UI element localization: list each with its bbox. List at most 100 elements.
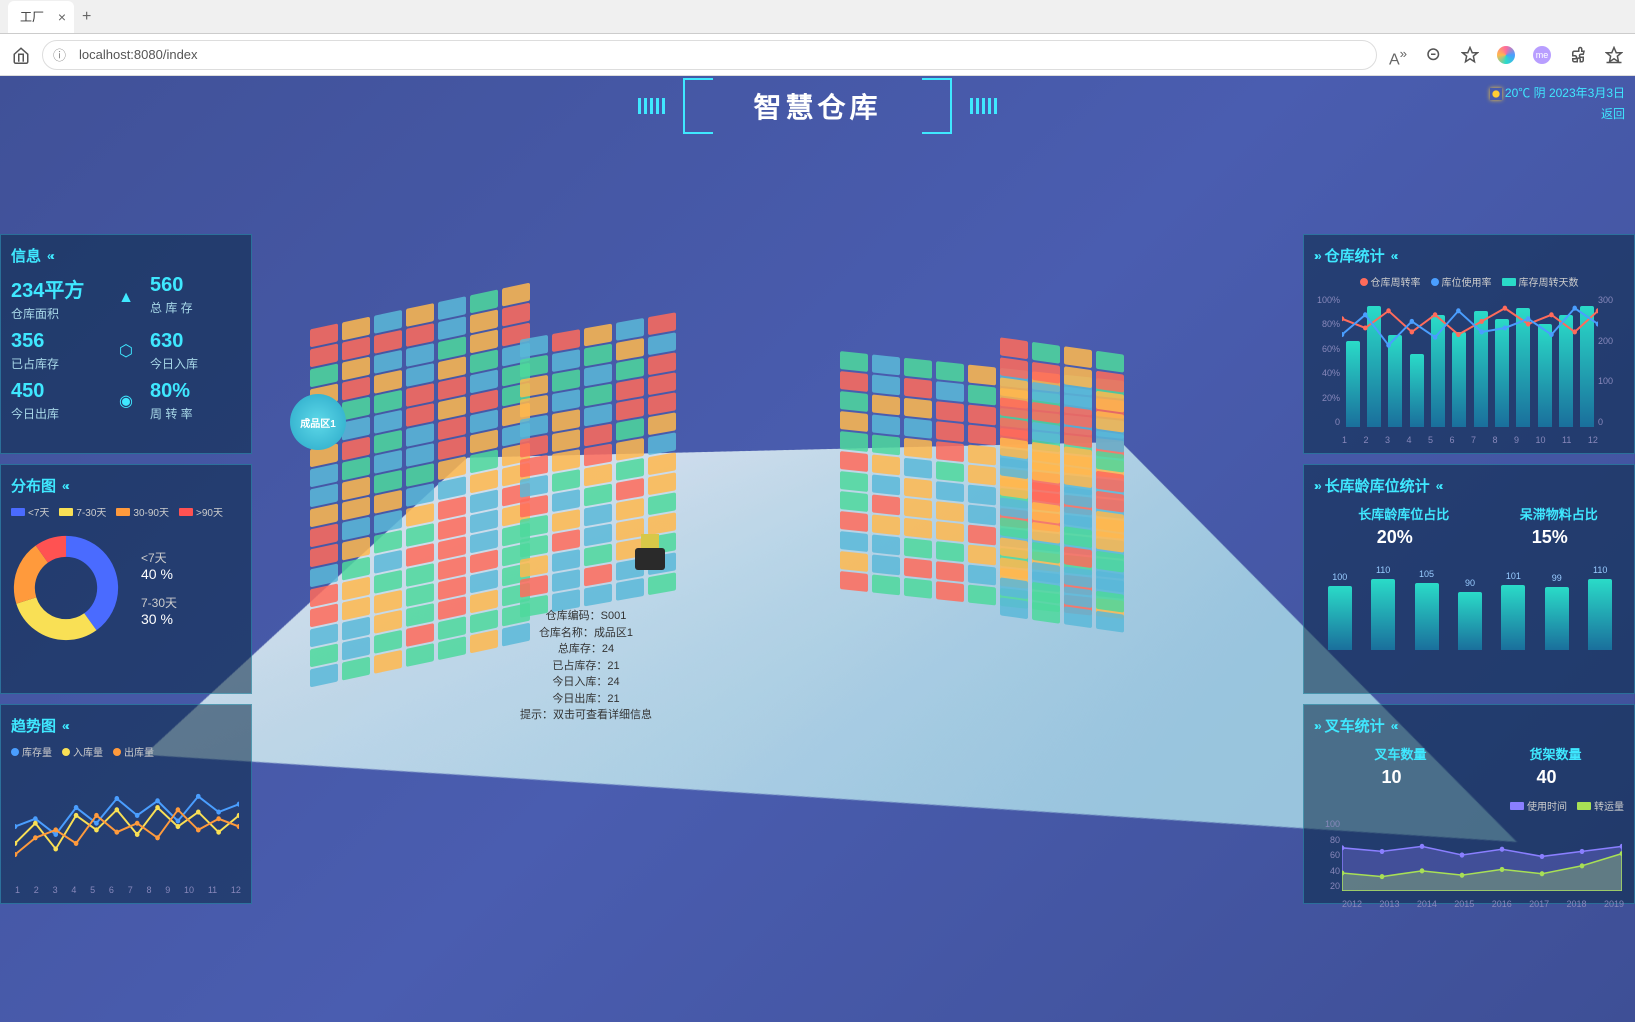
sun-icon	[1490, 88, 1502, 100]
zone-badge[interactable]: 成品区1	[290, 394, 346, 450]
legend-item: 仓库周转率	[1360, 274, 1421, 289]
trend-chart: 123456789101112	[11, 765, 241, 895]
temp: 20℃	[1505, 86, 1530, 100]
chevron-icon: «‹	[47, 249, 52, 263]
browser-tab-bar: 工厂 × +	[0, 0, 1635, 34]
info-icon: ⓘ	[53, 45, 66, 64]
forklift-panel: ›»叉车统计«‹ 叉车数量 10 货架数量 40 使用时间转运量 1008060…	[1303, 704, 1635, 904]
info-panel: 信息 «‹ 234平方仓库面积 ▲ 560总 库 存356已占库存 ⬡ 630今日…	[0, 234, 252, 454]
stat-3: 630今日入库	[150, 330, 241, 372]
back-button[interactable]: 返回	[1490, 105, 1625, 122]
stat-2: 356已占库存	[11, 330, 102, 372]
warehouse-3d-view[interactable]	[260, 226, 1295, 962]
favorites-bar-icon[interactable]	[1605, 46, 1623, 64]
legend-item: 7-30天	[59, 504, 106, 519]
adjust-icon	[1502, 507, 1516, 521]
legend-item: 使用时间	[1510, 798, 1567, 813]
forklift-count: 叉车数量 10	[1356, 744, 1426, 788]
new-tab-button[interactable]: +	[82, 8, 91, 26]
dashboard-header: 智慧仓库 20℃ 阴 2023年3月3日 返回	[0, 76, 1635, 136]
bar: 101	[1501, 585, 1525, 650]
legend-item: 库存量	[11, 744, 52, 759]
close-icon[interactable]: ×	[58, 9, 66, 25]
warehouse-stats-panel: ›»仓库统计«‹ 仓库周转率库位使用率库存周转天数 100%80%60%40%2…	[1303, 234, 1635, 454]
browser-tab[interactable]: 工厂 ×	[8, 1, 74, 33]
warehouse-legend: 仓库周转率库位使用率库存周转天数	[1314, 274, 1624, 289]
header-info: 20℃ 阴 2023年3月3日 返回	[1490, 84, 1625, 122]
trend-panel: 趋势图 «‹ 库存量入库量出库量 123456789101112	[0, 704, 252, 904]
shelf-count: 货架数量 40	[1511, 744, 1581, 788]
donut-label: <7天40 %	[141, 549, 177, 582]
favorite-icon[interactable]	[1461, 46, 1479, 64]
extensions-icon[interactable]	[1569, 46, 1587, 64]
home-icon[interactable]	[12, 46, 30, 64]
forklift-legend: 使用时间转运量	[1314, 798, 1624, 813]
zone-tooltip: 仓库编码：S001 仓库名称：成品区1 总库存：24 已占库存：21 今日入库：…	[520, 608, 652, 724]
stat-4: 450今日出库	[11, 380, 102, 422]
address-bar[interactable]: ⓘ localhost:8080/index	[42, 40, 1377, 70]
url-text: localhost:8080/index	[79, 47, 198, 62]
chevron-icon: «‹	[62, 479, 67, 493]
donut-label: 7-30天30 %	[141, 594, 177, 627]
panel-title: 叉车统计	[1325, 715, 1385, 736]
legend-item: >90天	[179, 504, 223, 519]
profile-icon[interactable]: me	[1533, 46, 1551, 64]
stat-0: 234平方仓库面积	[11, 274, 102, 322]
legend-item: 库位使用率	[1431, 274, 1492, 289]
title-bracket-right	[922, 78, 952, 134]
browser-toolbar: ⓘ localhost:8080/index A» me	[0, 34, 1635, 76]
stagnant-ratio: 呆滞物料占比 15%	[1502, 504, 1598, 548]
stat-icon: ◉	[106, 380, 146, 422]
weather: 阴	[1534, 86, 1546, 100]
legend-item: 30-90天	[116, 504, 169, 519]
dashboard: 智慧仓库 20℃ 阴 2023年3月3日 返回 成品区1 仓库编码：S001 仓…	[0, 76, 1635, 1022]
chevron-icon: ›»	[1314, 719, 1319, 733]
zoom-icon[interactable]	[1425, 46, 1443, 64]
long-stock-ratio: 长库龄库位占比 20%	[1340, 504, 1449, 548]
title-bars-right	[970, 98, 997, 114]
stat-icon: ⬡	[106, 330, 146, 372]
donut-chart	[11, 533, 121, 643]
donut-side-labels: <7天40 % 7-30天30 %	[141, 537, 177, 639]
chevron-icon: ›»	[1314, 249, 1319, 263]
bar: 105	[1415, 583, 1439, 650]
forklift-model[interactable]	[635, 534, 665, 570]
chevron-icon: ›»	[1314, 479, 1319, 493]
bar: 100	[1328, 586, 1352, 650]
adjust-icon	[1340, 507, 1354, 521]
legend-item: <7天	[11, 504, 49, 519]
stat-5: 80%周 转 率	[150, 380, 241, 422]
read-aloud-icon[interactable]: A»	[1389, 46, 1407, 64]
chevron-icon: «‹	[1391, 719, 1396, 733]
legend-item: 入库量	[62, 744, 103, 759]
chevron-icon: «‹	[62, 719, 67, 733]
bar: 110	[1371, 579, 1395, 650]
panel-title: 仓库统计	[1325, 245, 1385, 266]
chevron-icon: «‹	[1436, 479, 1441, 493]
long-stock-chart: 100 110 105 90 101 99 110	[1314, 558, 1624, 668]
stat-icon: ▲	[106, 274, 146, 322]
tab-title: 工厂	[20, 8, 44, 25]
legend-item: 出库量	[113, 744, 154, 759]
legend-item: 库存周转天数	[1502, 274, 1579, 289]
chevron-icon: «‹	[1391, 249, 1396, 263]
panel-title: 分布图	[11, 475, 56, 496]
bar: 90	[1458, 592, 1482, 650]
stats-grid: 234平方仓库面积 ▲ 560总 库 存356已占库存 ⬡ 630今日入库450…	[11, 274, 241, 422]
adjust-icon	[1356, 747, 1370, 761]
title-bars-left	[638, 98, 665, 114]
distribution-panel: 分布图 «‹ <7天 7-30天 30-90天 >90天 <7天40 % 7-30天30 …	[0, 464, 252, 694]
bar: 110	[1588, 579, 1612, 650]
date: 2023年3月3日	[1549, 86, 1625, 100]
long-stock-panel: ›»长库龄库位统计«‹ 长库龄库位占比 20% 呆滞物料占比 15% 10011…	[1303, 464, 1635, 694]
panel-title: 信息	[11, 245, 41, 266]
title-box: 智慧仓库	[693, 78, 941, 134]
bar: 99	[1545, 587, 1569, 650]
forklift-chart: 10080604020 2012201320142015201620172018…	[1314, 819, 1624, 909]
copilot-icon[interactable]	[1497, 46, 1515, 64]
adjust-icon	[1511, 747, 1525, 761]
panel-title: 趋势图	[11, 715, 56, 736]
trend-legend: 库存量入库量出库量	[11, 744, 241, 759]
page-title: 智慧仓库	[753, 86, 881, 126]
legend-item: 转运量	[1577, 798, 1624, 813]
